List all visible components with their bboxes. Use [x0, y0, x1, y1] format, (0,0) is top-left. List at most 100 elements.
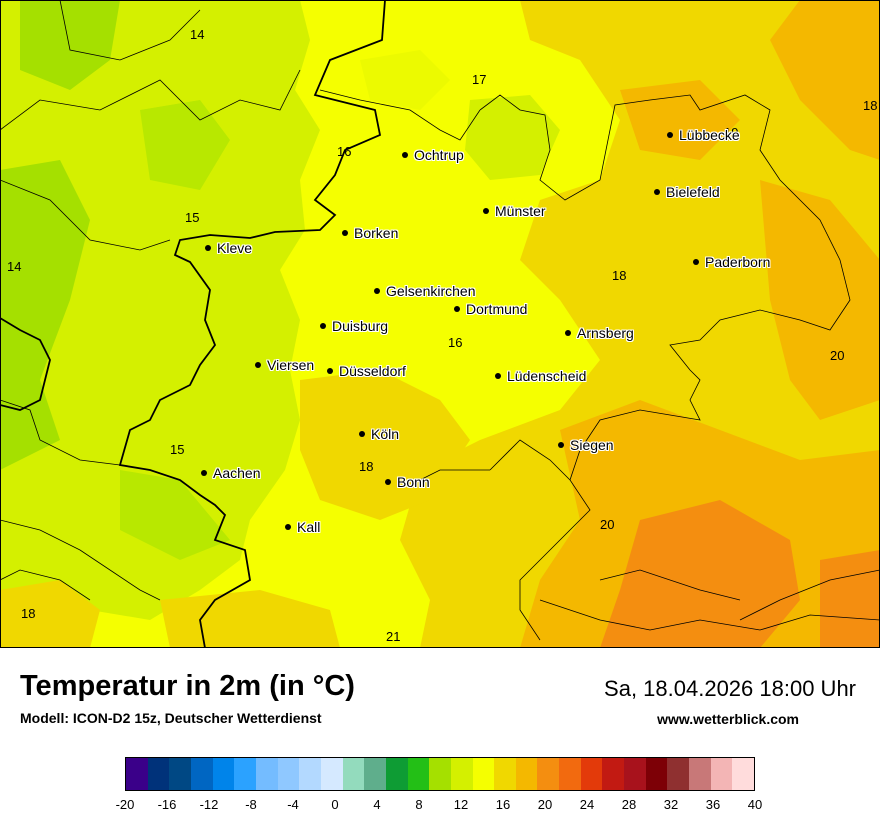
city-duisburg: Duisburg	[320, 318, 388, 334]
legend-tick-label: 28	[621, 797, 637, 812]
legend-swatch	[385, 758, 408, 790]
city-siegen: Siegen	[558, 437, 614, 453]
legend-tick-label: 8	[415, 797, 423, 812]
legend-swatch	[710, 758, 733, 790]
city-dot-icon	[374, 288, 380, 295]
legend-tick-label: -4	[287, 797, 299, 812]
city-dot-icon	[320, 323, 326, 330]
city-dortmund: Dortmund	[454, 301, 527, 317]
legend-swatch	[126, 758, 148, 790]
city-label: Düsseldorf	[339, 363, 406, 379]
legend-swatch	[580, 758, 603, 790]
legend-tick-label: 12	[453, 797, 469, 812]
city-dot-icon	[402, 152, 408, 159]
isotherm-label: 15	[185, 210, 200, 225]
city-borken: Borken	[342, 225, 398, 241]
legend-swatch	[212, 758, 235, 790]
isotherm-label: 18	[863, 98, 878, 113]
city-label: Ochtrup	[414, 147, 464, 163]
legend-swatch	[429, 758, 451, 790]
city-gelsenkirchen: Gelsenkirchen	[374, 283, 476, 299]
legend-swatch	[450, 758, 473, 790]
city-label: Bielefeld	[666, 184, 720, 200]
temperature-field	[0, 0, 880, 648]
isotherm-label: 18	[612, 268, 627, 283]
legend-tick-label: 20	[537, 797, 553, 812]
city-label: Viersen	[267, 357, 315, 373]
legend-swatch	[667, 758, 690, 790]
temperature-map: 14 17 18 16 19 15 14 18 16 20 15 18 20 1…	[0, 0, 880, 648]
city-dot-icon	[565, 330, 571, 337]
city-dot-icon	[483, 208, 489, 215]
city-dot-icon	[205, 245, 211, 252]
legend-swatch	[602, 758, 625, 790]
city-label: Siegen	[570, 437, 614, 453]
city-label: Gelsenkirchen	[386, 283, 476, 299]
legend-tick-label: -20	[115, 797, 135, 812]
legend-tick-label: 24	[579, 797, 595, 812]
forecast-datetime: Sa, 18.04.2026 18:00 Uhr	[604, 676, 856, 701]
legend-tick-label: 0	[331, 797, 339, 812]
isotherm-label: 18	[21, 606, 36, 621]
city-kleve: Kleve	[205, 240, 252, 256]
color-legend	[125, 757, 755, 791]
city-label: Kall	[297, 519, 321, 535]
legend-swatch	[732, 758, 755, 790]
city-dot-icon	[558, 442, 564, 449]
city-label: Borken	[354, 225, 399, 241]
city-bonn: Bonn	[385, 474, 430, 490]
city-label: Lübbecke	[679, 127, 740, 143]
legend-swatch	[624, 758, 646, 790]
city-arnsberg: Arnsberg	[565, 325, 634, 341]
isotherm-label: 20	[830, 348, 845, 363]
city-dot-icon	[454, 306, 460, 313]
isotherm-label: 14	[190, 27, 205, 42]
legend-tick-label: 36	[705, 797, 721, 812]
model-subtitle: Modell: ICON-D2 15z, Deutscher Wetterdie…	[20, 710, 322, 726]
legend-tick-label: 32	[663, 797, 679, 812]
legend-swatch	[559, 758, 581, 790]
city-luebbecke: Lübbecke	[667, 127, 740, 143]
city-dot-icon	[495, 373, 501, 380]
isotherm-label: 16	[448, 335, 463, 350]
city-dot-icon	[359, 431, 365, 438]
legend-swatch	[689, 758, 711, 790]
city-label: Bonn	[397, 474, 430, 490]
city-dot-icon	[255, 362, 261, 369]
legend-tick-label: 40	[747, 797, 763, 812]
website-label: www.wetterblick.com	[657, 711, 799, 727]
city-label: Köln	[371, 426, 400, 442]
city-kall: Kall	[285, 519, 320, 535]
city-label: Münster	[495, 203, 546, 219]
legend-tick-label: -16	[157, 797, 177, 812]
city-dot-icon	[693, 259, 699, 266]
legend-swatch	[472, 758, 495, 790]
city-label: Arnsberg	[577, 325, 634, 341]
city-ochtrup: Ochtrup	[402, 147, 464, 163]
city-dot-icon	[385, 479, 391, 486]
legend-swatch	[169, 758, 191, 790]
city-dot-icon	[285, 524, 291, 531]
city-label: Aachen	[213, 465, 261, 481]
legend-swatch	[494, 758, 516, 790]
legend-swatch	[364, 758, 386, 790]
city-muenster: Münster	[483, 203, 546, 219]
city-koeln: Köln	[359, 426, 399, 442]
city-paderborn: Paderborn	[693, 254, 770, 270]
isotherm-label: 20	[600, 517, 615, 532]
city-label: Dortmund	[466, 301, 528, 317]
city-label: Kleve	[217, 240, 253, 256]
legend-tick-label: -8	[245, 797, 257, 812]
isotherm-label: 19	[724, 125, 739, 140]
legend-swatch	[255, 758, 278, 790]
isotherm-label: 18	[359, 459, 374, 474]
city-dot-icon	[654, 189, 660, 196]
city-label: Lüdenscheid	[507, 368, 587, 384]
legend-tick-label: -12	[199, 797, 219, 812]
legend-swatch	[299, 758, 321, 790]
legend-swatch	[342, 758, 365, 790]
legend-swatch	[320, 758, 343, 790]
city-aachen: Aachen	[201, 465, 260, 481]
city-label: Duisburg	[332, 318, 389, 334]
city-dot-icon	[667, 132, 673, 139]
